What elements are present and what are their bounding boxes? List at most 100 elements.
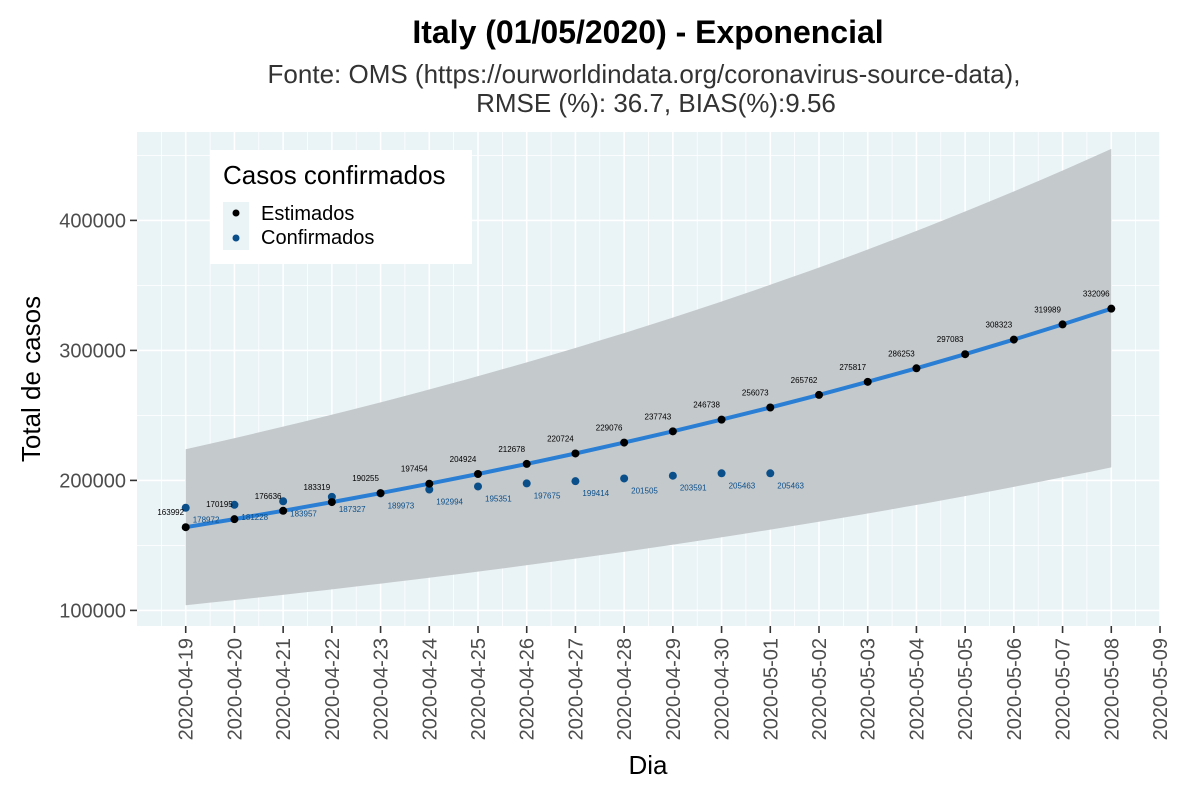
estimados-point (376, 489, 385, 498)
confirmados-label: 187327 (339, 505, 366, 514)
estimados-label: 275817 (839, 363, 866, 372)
chart-subtitle-line-2: RMSE (%): 36.7, BIAS(%):9.56 (476, 88, 836, 118)
confirmados-label: 192994 (436, 498, 463, 507)
legend: Casos confirmados Estimados Confirmados (210, 150, 472, 264)
estimados-point (522, 459, 531, 468)
confirmados-label: 203591 (680, 484, 707, 493)
fit-line-layer (185, 306, 1112, 530)
y-tick-label: 300000 (59, 340, 126, 362)
confirmados-point (279, 497, 288, 506)
confirmados-point (230, 500, 239, 509)
confirmados-point (181, 503, 190, 512)
x-tick-label: 2020-05-07 (1053, 638, 1075, 740)
legend-key-estimados (232, 209, 240, 217)
confirmados-point (522, 479, 531, 488)
x-axis-title: Dia (628, 750, 668, 780)
fit-line (185, 306, 1112, 530)
estimados-point (230, 515, 239, 524)
axis-layer: 100000 200000 300000 400000 2020-04-19 2020-0… (59, 210, 1172, 740)
confirmados-point (474, 482, 482, 491)
x-tick-label: 2020-05-01 (760, 638, 782, 740)
x-tick-label: 2020-05-05 (955, 638, 977, 740)
legend-label-estimados: Estimados (261, 203, 354, 225)
x-tick-label: 2020-04-23 (371, 638, 393, 740)
estimados-label: 246738 (693, 401, 720, 410)
estimados-label: 212678 (498, 445, 525, 454)
points-layer: 178972 181228 183957 187327 189973 192994 1953… (157, 290, 1116, 532)
estimados-label: 308323 (986, 321, 1013, 330)
estimados-point (863, 377, 872, 386)
estimados-point (474, 469, 482, 478)
x-tick-label: 2020-04-20 (224, 638, 246, 740)
x-tick-label: 2020-05-09 (1150, 638, 1172, 740)
confirmados-label: 189973 (388, 501, 415, 510)
estimados-label: 220724 (547, 434, 574, 443)
estimados-point (1107, 304, 1116, 313)
confirmados-label: 205463 (729, 481, 756, 490)
x-tick-label: 2020-04-27 (565, 638, 587, 740)
estimados-point (571, 449, 580, 458)
confirmados-label: 195351 (485, 494, 512, 503)
confirmados-label: 199414 (582, 489, 609, 498)
legend-key-confirmados (232, 234, 240, 242)
confirmados-label: 201505 (631, 486, 658, 495)
estimados-label: 297083 (937, 335, 964, 344)
confirmados-point (620, 474, 629, 483)
estimados-label: 183319 (304, 483, 331, 492)
x-tick-label: 2020-05-03 (858, 638, 880, 740)
confirmados-label: 181228 (241, 513, 268, 522)
confirmados-point (571, 477, 580, 486)
confirmados-label: 178972 (193, 516, 220, 525)
y-axis-title: Total de casos (16, 296, 46, 462)
legend-box (210, 150, 472, 264)
x-tick-label: 2020-04-26 (517, 638, 539, 740)
x-tick-label: 2020-05-06 (1004, 638, 1026, 740)
estimados-label: 256073 (742, 389, 769, 398)
confirmados-point (717, 469, 726, 478)
estimados-label: 332096 (1083, 290, 1110, 299)
legend-label-confirmados: Confirmados (261, 227, 374, 249)
estimados-label: 286253 (888, 349, 915, 358)
estimados-label: 176636 (255, 492, 282, 501)
estimados-label: 319989 (1034, 305, 1061, 314)
estimados-point (717, 415, 726, 424)
legend-title: Casos confirmados (223, 160, 446, 190)
estimados-label: 190255 (352, 474, 379, 483)
x-tick-label: 2020-04-19 (176, 638, 198, 740)
estimados-point (815, 390, 823, 399)
x-tick-label: 2020-05-08 (1101, 638, 1123, 740)
x-tick-label: 2020-04-30 (712, 638, 734, 740)
confirmados-label: 183957 (290, 509, 317, 518)
x-tick-label: 2020-04-25 (468, 638, 490, 740)
estimados-point (279, 506, 288, 515)
confirmados-point (668, 471, 677, 480)
y-tick-label: 200000 (59, 470, 126, 492)
estimados-point (961, 350, 970, 359)
estimados-point (181, 523, 190, 532)
x-tick-label: 2020-04-28 (614, 638, 636, 740)
estimados-label: 163992 (157, 508, 184, 517)
estimados-point (912, 364, 921, 373)
estimados-label: 265762 (791, 376, 818, 385)
confirmados-label: 205463 (777, 481, 804, 490)
confirmados-label: 197675 (534, 491, 561, 500)
estimados-point (425, 479, 434, 488)
confirmados-point (766, 469, 775, 478)
x-tick-label: 2020-04-24 (419, 638, 441, 740)
estimados-label: 170195 (206, 500, 233, 509)
estimados-label: 204924 (450, 455, 477, 464)
chart-subtitle-line-1: Fonte: OMS (https://ourworldindata.org/c… (268, 59, 1021, 89)
estimados-point (327, 498, 336, 507)
x-tick-label: 2020-05-02 (809, 638, 831, 740)
estimados-label: 197454 (401, 465, 428, 474)
estimados-point (1058, 320, 1067, 329)
y-tick-label: 100000 (59, 600, 126, 622)
x-tick-label: 2020-04-29 (663, 638, 685, 740)
estimados-point (766, 403, 775, 412)
y-tick-label: 400000 (59, 210, 126, 232)
chart-title: Italy (01/05/2020) - Exponencial (412, 14, 883, 50)
estimados-point (1009, 335, 1018, 344)
estimados-label: 229076 (596, 424, 623, 433)
estimados-label: 237743 (645, 412, 672, 421)
